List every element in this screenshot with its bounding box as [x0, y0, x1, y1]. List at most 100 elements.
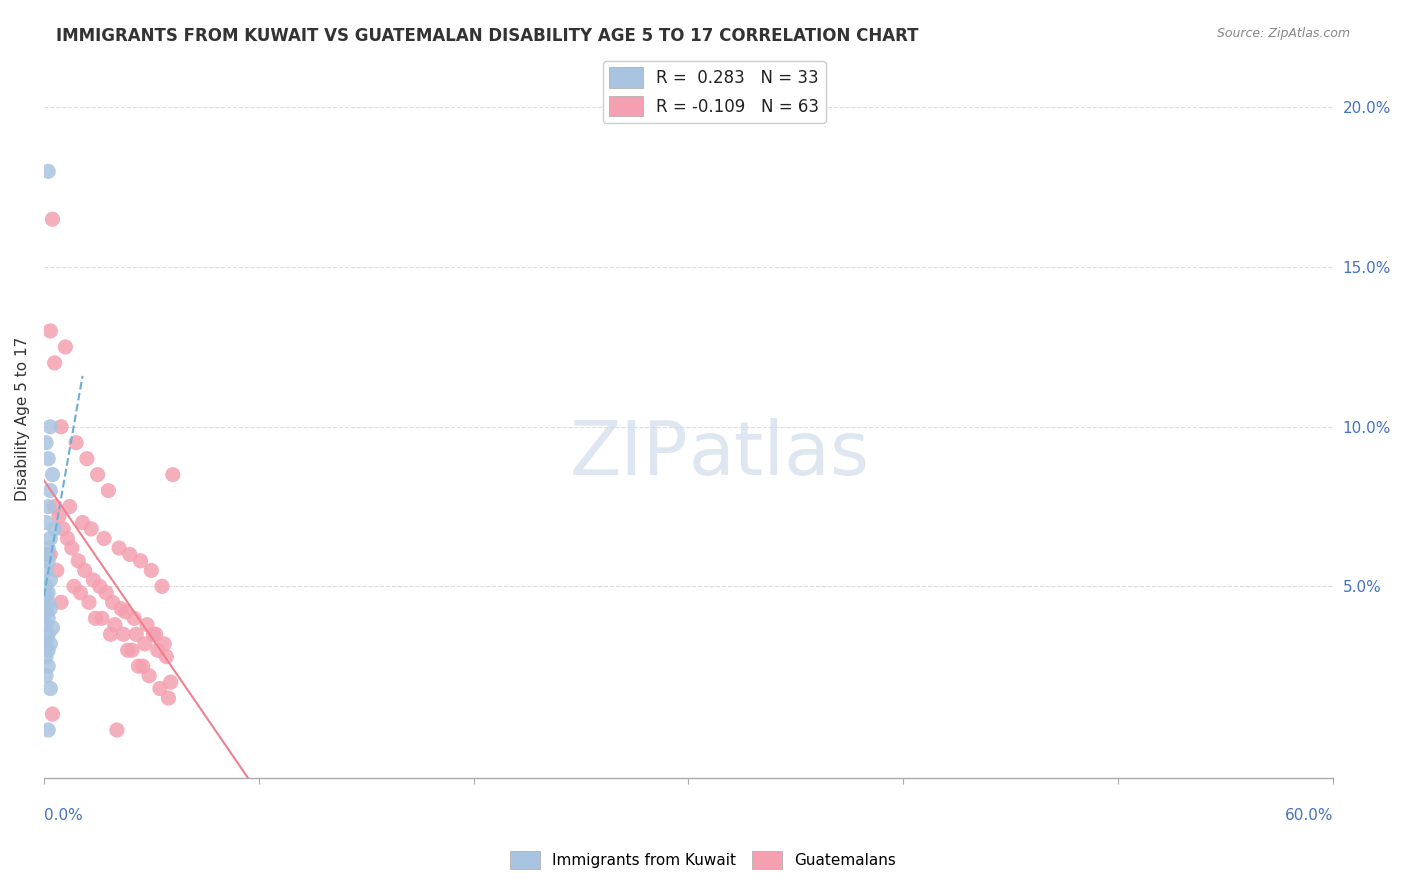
Point [39, 573, 62, 587]
Point [41, 467, 63, 482]
Point [56, 532, 79, 546]
Point [129, 554, 152, 568]
Text: ZIP: ZIP [569, 418, 689, 491]
Point [146, 643, 169, 657]
Point [82, 573, 104, 587]
Point [132, 659, 155, 673]
Point [86, 467, 108, 482]
Point [67, 554, 90, 568]
Text: Source: ZipAtlas.com: Source: ZipAtlas.com [1216, 27, 1350, 40]
Point [138, 669, 160, 683]
Point [37, 611, 59, 625]
Point [104, 617, 127, 632]
Point [159, 675, 181, 690]
Point [44, 356, 66, 370]
Point [125, 627, 148, 641]
Point [35, 563, 58, 577]
Point [39, 532, 62, 546]
Point [35, 633, 58, 648]
Point [39, 637, 62, 651]
Point [93, 532, 115, 546]
Point [39, 419, 62, 434]
Point [100, 627, 122, 641]
Point [52, 522, 75, 536]
Point [39, 483, 62, 498]
Point [35, 605, 58, 619]
Point [153, 637, 176, 651]
Point [41, 621, 63, 635]
Text: IMMIGRANTS FROM KUWAIT VS GUATEMALAN DISABILITY AGE 5 TO 17 CORRELATION CHART: IMMIGRANTS FROM KUWAIT VS GUATEMALAN DIS… [56, 27, 918, 45]
Point [127, 659, 149, 673]
Point [37, 627, 59, 641]
Point [136, 617, 159, 632]
Point [80, 522, 103, 536]
Point [37, 554, 59, 568]
Point [37, 723, 59, 737]
Point [37, 164, 59, 178]
Point [121, 643, 143, 657]
Point [37, 548, 59, 562]
Point [110, 601, 132, 615]
Legend: R =  0.283   N = 33, R = -0.109   N = 63: R = 0.283 N = 33, R = -0.109 N = 63 [603, 61, 825, 123]
Point [49, 419, 72, 434]
Point [76, 451, 98, 466]
Point [53, 340, 76, 354]
Point [108, 541, 131, 555]
Legend: Immigrants from Kuwait, Guatemalans: Immigrants from Kuwait, Guatemalans [503, 845, 903, 875]
Point [44, 500, 66, 514]
Point [112, 627, 135, 641]
Point [35, 548, 58, 562]
Point [155, 649, 177, 664]
Text: 60.0%: 60.0% [1285, 808, 1333, 823]
Point [72, 516, 94, 530]
Point [39, 324, 62, 338]
Point [96, 586, 118, 600]
Point [37, 451, 59, 466]
Point [157, 691, 180, 706]
Point [35, 579, 58, 593]
Point [114, 605, 136, 619]
Point [60, 541, 83, 555]
Point [59, 500, 82, 514]
Point [134, 637, 156, 651]
Point [142, 627, 165, 641]
Point [37, 586, 59, 600]
Point [35, 516, 58, 530]
Point [41, 212, 63, 227]
Point [65, 435, 87, 450]
Point [35, 649, 58, 664]
Point [97, 483, 120, 498]
Point [39, 548, 62, 562]
Point [41, 707, 63, 722]
Point [77, 595, 100, 609]
Point [162, 467, 184, 482]
Point [37, 500, 59, 514]
Point [118, 548, 141, 562]
Point [37, 595, 59, 609]
Point [35, 617, 58, 632]
Text: atlas: atlas [689, 418, 869, 491]
Point [145, 627, 167, 641]
Text: 0.0%: 0.0% [44, 808, 83, 823]
Point [45, 563, 67, 577]
Point [117, 643, 139, 657]
Point [141, 563, 163, 577]
Point [35, 669, 58, 683]
Point [84, 611, 107, 625]
Point [48, 509, 70, 524]
Point [49, 595, 72, 609]
Point [35, 589, 58, 603]
Point [69, 586, 91, 600]
Point [44, 522, 66, 536]
Point [39, 681, 62, 696]
Point [37, 659, 59, 673]
Point [63, 579, 86, 593]
Point [149, 681, 172, 696]
Point [105, 723, 128, 737]
Point [37, 541, 59, 555]
Point [35, 435, 58, 450]
Point [89, 579, 111, 593]
Point [122, 611, 145, 625]
Point [101, 595, 124, 609]
Point [73, 563, 96, 577]
